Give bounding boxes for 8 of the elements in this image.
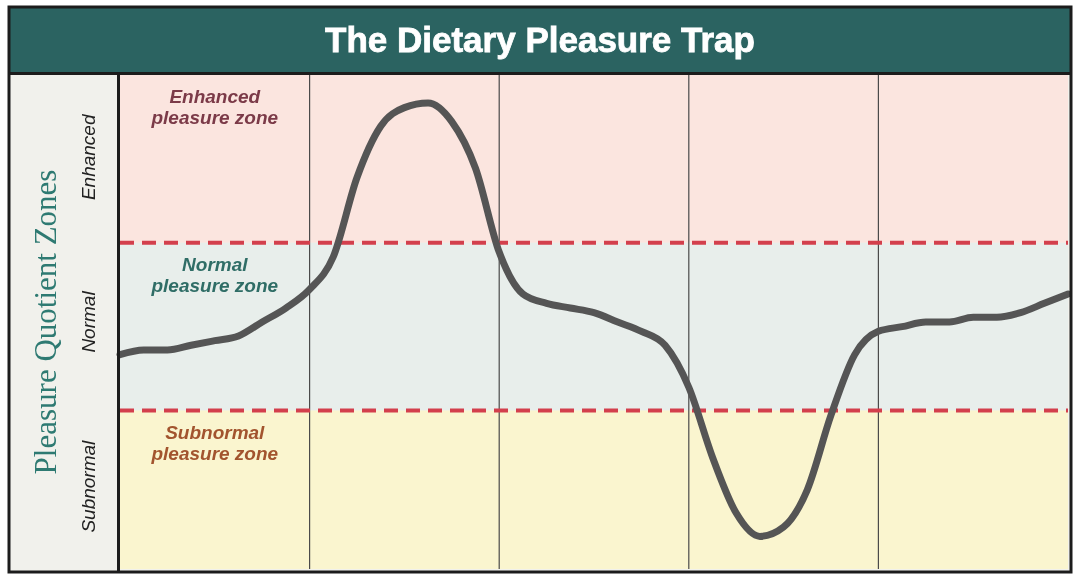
- band-label: Normal pleasure zone: [150, 253, 279, 296]
- chart-title: The Dietary Pleasure Trap: [325, 19, 755, 59]
- text: Enhanced: [77, 113, 99, 201]
- text: Subnormal: [77, 439, 99, 533]
- text: Normal: [77, 290, 99, 353]
- band-label: Enhanced pleasure zone: [150, 86, 279, 128]
- band-label: Subnormal pleasure zone: [150, 421, 279, 464]
- y-axis-title: Pleasure Quotient Zones: [27, 169, 63, 475]
